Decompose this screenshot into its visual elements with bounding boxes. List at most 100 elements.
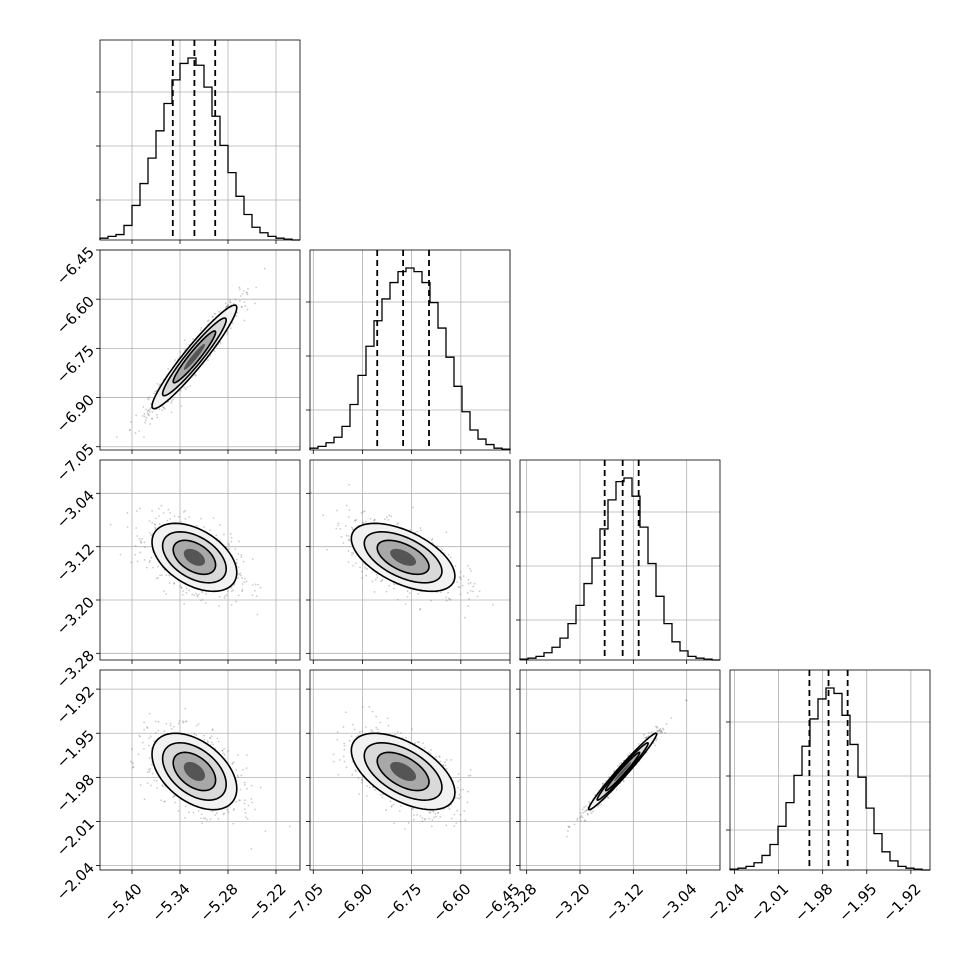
scatter-point	[135, 510, 138, 512]
scatter-point	[143, 721, 145, 724]
scatter-point	[361, 522, 364, 525]
scatter-point	[143, 541, 146, 544]
scatter-point	[456, 797, 459, 800]
scatter-point	[345, 534, 348, 537]
scatter-point	[134, 544, 137, 547]
scatter-point	[362, 510, 365, 513]
scatter-point	[211, 729, 214, 732]
scatter-point	[193, 594, 196, 597]
scatter-point	[381, 796, 384, 799]
scatter-point	[467, 564, 469, 567]
scatter-point	[243, 289, 245, 292]
scatter-point	[150, 534, 153, 536]
scatter-point	[463, 810, 466, 812]
scatter-point	[428, 817, 431, 820]
scatter-point	[235, 315, 238, 317]
scatter-point	[162, 512, 165, 514]
scatter-point	[459, 593, 462, 596]
scatter-point	[421, 820, 424, 823]
scatter-point	[238, 286, 241, 289]
scatter-point	[163, 730, 166, 733]
scatter-point	[151, 772, 154, 775]
scatter-point	[366, 785, 369, 787]
scatter-point	[195, 524, 198, 527]
scatter-point	[457, 780, 460, 783]
scatter-point	[209, 529, 211, 531]
scatter-point	[155, 577, 158, 580]
scatter-point	[167, 508, 170, 511]
scatter-point	[119, 553, 122, 556]
scatter-point	[434, 813, 437, 815]
scatter-point	[139, 735, 142, 738]
scatter-point	[229, 532, 232, 535]
scatter-point	[375, 573, 378, 576]
scatter-point	[163, 407, 166, 410]
scatter-point	[251, 801, 254, 804]
scatter-point	[263, 267, 266, 270]
scatter-point	[206, 740, 209, 743]
scatter-point	[616, 764, 619, 767]
scatter-point	[351, 554, 353, 556]
scatter-point	[132, 766, 135, 769]
scatter-point	[406, 590, 409, 593]
scatter-point	[197, 723, 200, 725]
scatter-point	[211, 728, 214, 731]
scatter-point	[184, 707, 187, 710]
scatter-point	[343, 742, 346, 745]
contour-1-0-3	[183, 343, 205, 370]
scatter-point	[218, 524, 221, 527]
scatter-point	[211, 810, 214, 813]
scatter-point	[347, 549, 350, 552]
scatter-point	[151, 417, 153, 420]
histogram-0	[99, 57, 300, 241]
scatter-point	[243, 577, 246, 580]
scatter-point	[226, 594, 228, 596]
scatter-point	[582, 811, 584, 814]
scatter-point	[251, 558, 254, 561]
scatter-point	[245, 580, 248, 583]
scatter-point	[214, 814, 217, 817]
scatter-point	[207, 741, 209, 744]
scatter-point	[336, 509, 339, 512]
scatter-point	[231, 590, 233, 593]
panel-frame-3-0	[99, 669, 301, 871]
scatter-point	[174, 801, 176, 804]
scatter-point	[160, 574, 163, 577]
scatter-point	[232, 822, 235, 825]
scatter-point	[160, 504, 163, 507]
scatter-point	[343, 760, 346, 763]
scatter-point	[348, 538, 351, 541]
scatter-point	[141, 415, 144, 417]
scatter-point	[200, 813, 203, 816]
scatter-point	[212, 743, 215, 746]
scatter-point	[226, 333, 229, 336]
panel-frame-1-0	[99, 249, 301, 451]
scatter-point	[352, 552, 355, 555]
scatter-point	[396, 598, 399, 601]
scatter-point	[146, 727, 149, 729]
scatter-point	[332, 760, 335, 763]
scatter-point	[472, 590, 475, 593]
scatter-point	[396, 523, 399, 526]
scatter-point	[461, 584, 464, 587]
scatter-point	[177, 515, 180, 518]
scatter-point	[148, 561, 151, 564]
scatter-point	[445, 599, 448, 602]
scatter-point	[237, 775, 239, 778]
scatter-point	[170, 402, 173, 405]
scatter-point	[155, 413, 158, 416]
scatter-point	[288, 825, 291, 828]
scatter-point	[169, 517, 172, 520]
scatter-point	[206, 818, 208, 821]
scatter-point	[162, 785, 164, 788]
scatter-point	[448, 553, 450, 556]
scatter-point	[239, 788, 242, 791]
scatter-point	[342, 726, 345, 728]
scatter-point	[444, 761, 446, 764]
scatter-point	[347, 535, 350, 537]
scatter-point	[435, 756, 437, 758]
scatter-point	[203, 738, 206, 741]
scatter-point	[573, 823, 576, 826]
scatter-point	[439, 760, 442, 763]
scatter-point	[245, 816, 247, 819]
